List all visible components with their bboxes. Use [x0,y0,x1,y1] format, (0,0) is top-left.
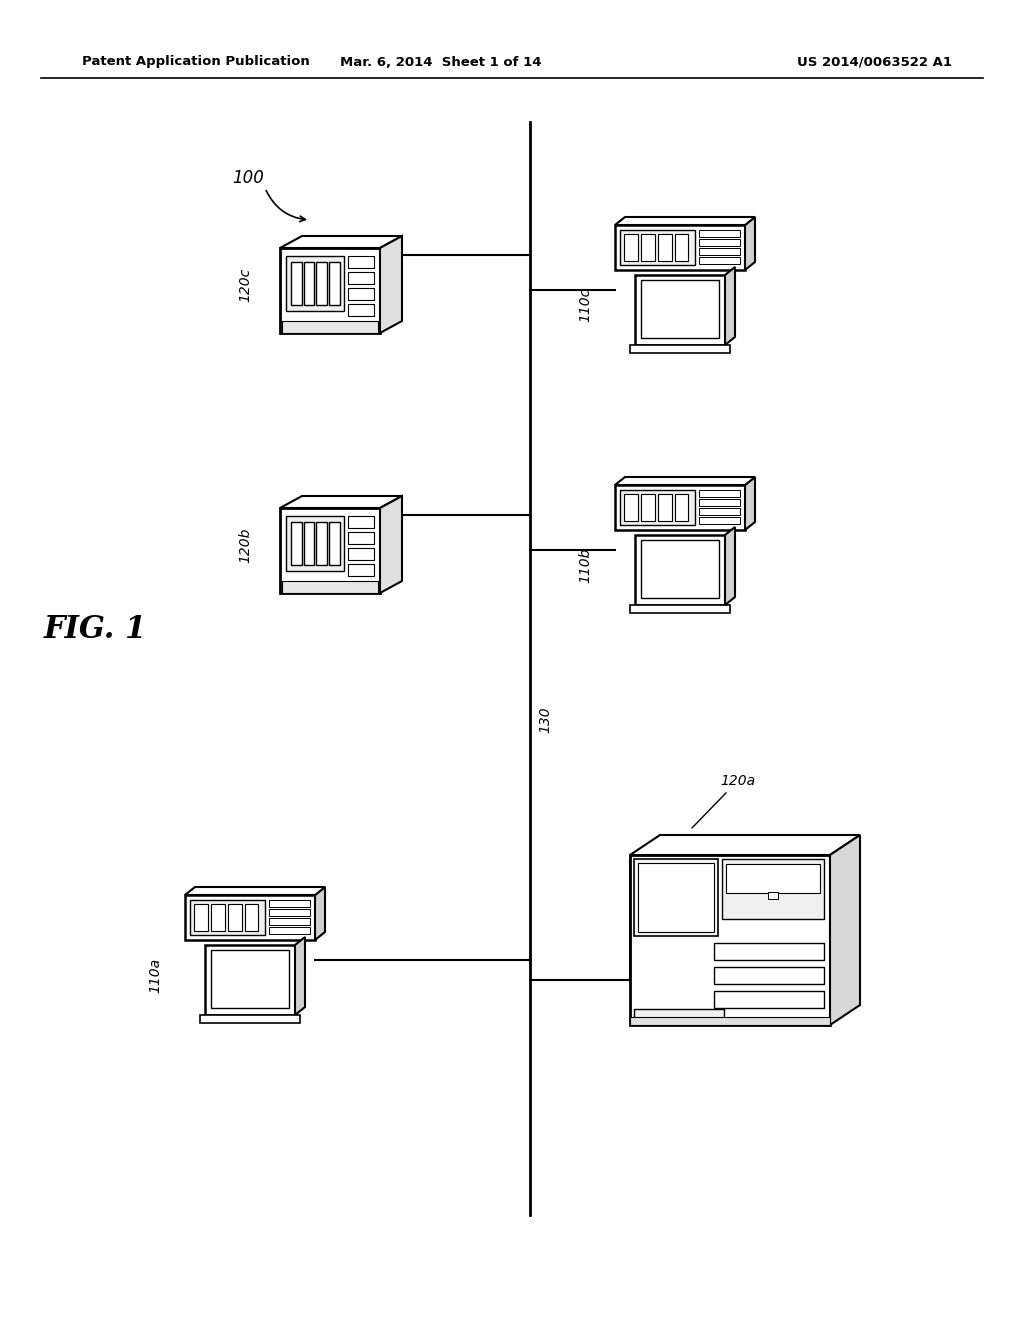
Bar [635,535,725,605]
Bar [280,508,380,593]
Bar [699,499,740,506]
Bar [291,261,302,305]
Bar [615,224,745,271]
Bar [630,345,730,352]
Bar [348,272,374,284]
Bar [699,490,740,498]
Bar [634,859,718,936]
Bar [286,516,344,572]
Text: 110a: 110a [148,957,162,993]
Bar [657,494,672,521]
Text: US 2014/0063522 A1: US 2014/0063522 A1 [798,55,952,69]
Bar [348,548,374,560]
Bar [699,517,740,524]
Text: 130: 130 [538,706,552,734]
Bar [624,494,638,521]
Bar [227,904,242,931]
Text: 110b: 110b [578,548,592,582]
Polygon shape [295,937,305,1015]
Polygon shape [615,216,755,224]
Bar [282,581,378,593]
Bar [291,521,302,565]
Bar [714,991,824,1008]
Bar [316,521,327,565]
Polygon shape [830,836,860,1026]
Bar [699,248,740,255]
Bar [630,605,730,612]
Bar [269,917,310,925]
Bar [634,1008,724,1023]
Text: FIG. 1: FIG. 1 [43,615,146,645]
Bar [286,256,344,312]
Bar [641,280,719,338]
Polygon shape [615,477,755,484]
Bar [329,261,340,305]
Bar [630,1016,830,1026]
Bar [185,895,315,940]
Bar [714,968,824,985]
Polygon shape [380,496,402,593]
Polygon shape [630,836,860,855]
Bar [641,540,719,598]
Bar [630,855,830,1026]
Bar [657,234,672,261]
Polygon shape [280,236,402,248]
Bar [641,494,654,521]
Text: 120b: 120b [238,527,252,562]
Bar [635,275,725,345]
Bar [699,257,740,264]
Bar [722,859,824,919]
Bar [699,239,740,246]
Bar [269,909,310,916]
Bar [615,484,745,531]
Bar [641,234,654,261]
Text: 110c: 110c [578,288,592,322]
Bar [768,892,778,899]
Bar [675,494,688,521]
Bar [699,508,740,515]
Bar [269,927,310,935]
Bar [282,321,378,333]
Polygon shape [745,216,755,271]
Bar [638,863,714,932]
Bar [699,230,740,238]
Bar [348,304,374,315]
Bar [316,261,327,305]
Bar [211,950,289,1008]
Text: Mar. 6, 2014  Sheet 1 of 14: Mar. 6, 2014 Sheet 1 of 14 [340,55,541,69]
Bar [348,288,374,300]
Bar [194,904,208,931]
Bar [726,865,820,894]
Text: 120a: 120a [692,774,755,828]
Polygon shape [280,496,402,508]
Bar [675,234,688,261]
Bar [245,904,258,931]
Polygon shape [185,887,325,895]
Bar [280,248,380,333]
Bar [329,521,340,565]
Polygon shape [380,236,402,333]
Bar [348,564,374,576]
Bar [620,230,695,265]
Bar [620,490,695,525]
Text: 120c: 120c [238,268,252,302]
Polygon shape [725,527,735,605]
Polygon shape [745,477,755,531]
Bar [348,256,374,268]
Bar [190,900,265,935]
Bar [714,944,824,961]
Bar [624,234,638,261]
Polygon shape [725,267,735,345]
Bar [211,904,224,931]
Text: Patent Application Publication: Patent Application Publication [82,55,309,69]
Polygon shape [315,887,325,940]
Bar [205,945,295,1015]
Bar [348,532,374,544]
Bar [269,900,310,907]
Bar [348,516,374,528]
Bar [304,261,314,305]
Text: 100: 100 [232,169,264,187]
Bar [304,521,314,565]
Bar [200,1015,300,1023]
